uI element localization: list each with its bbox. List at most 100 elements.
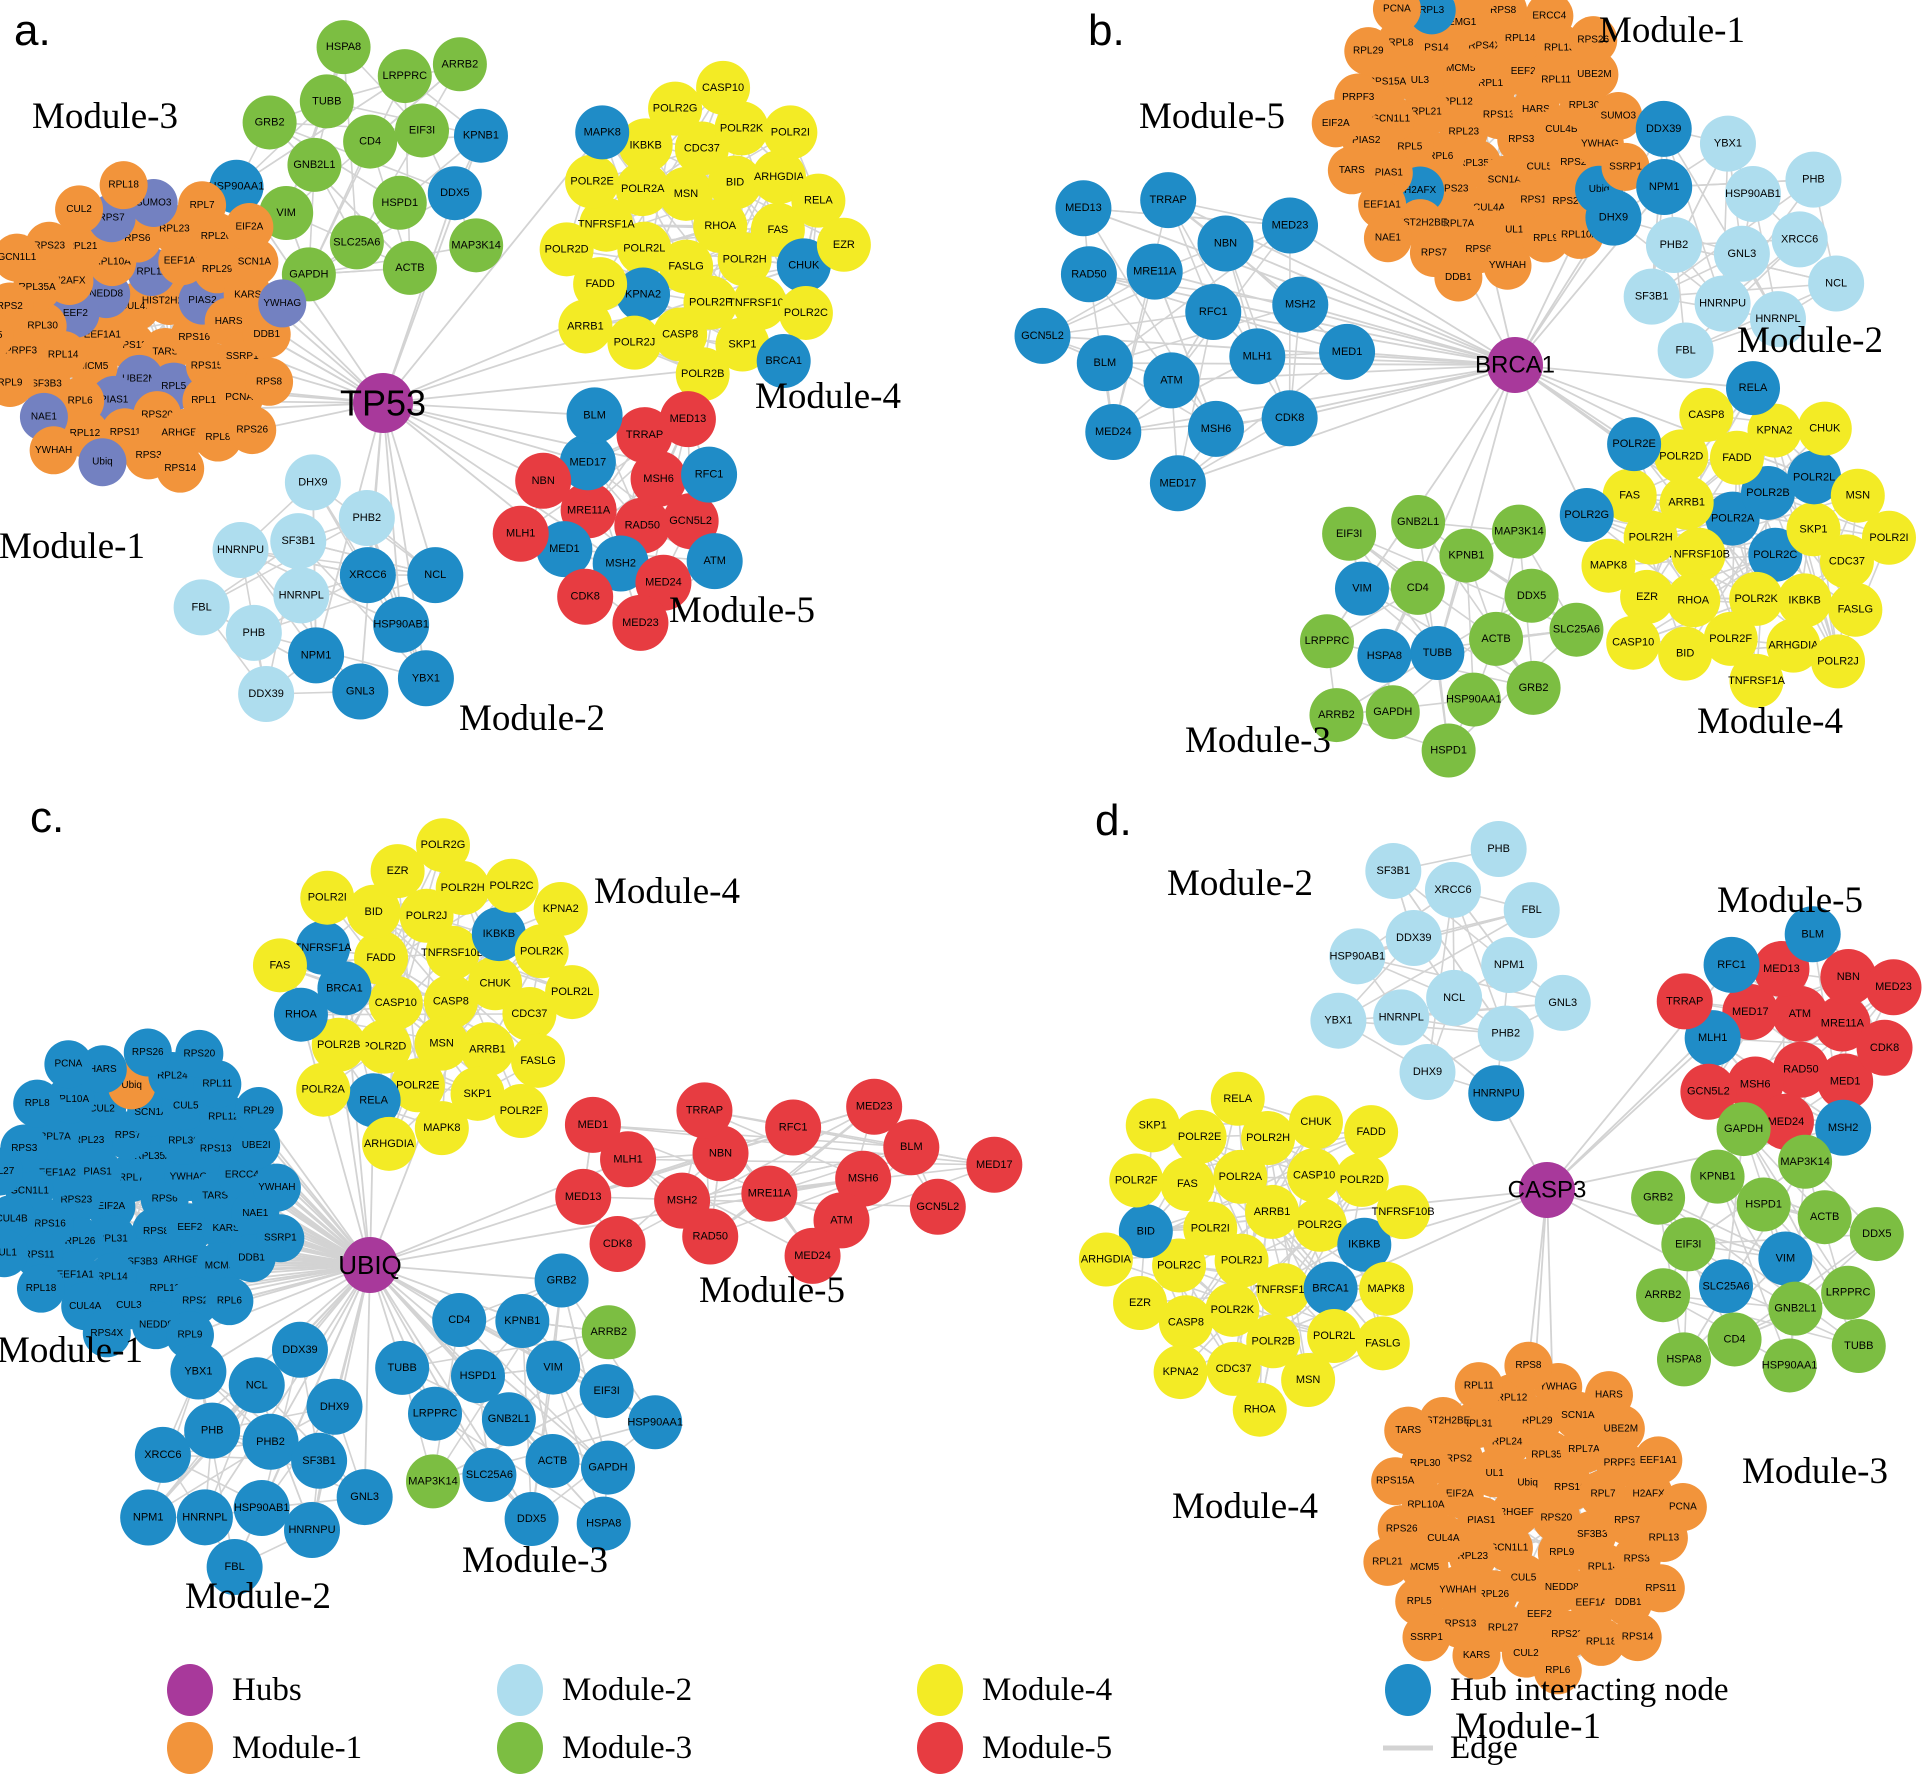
node-circle-RPS14 [156, 444, 205, 493]
node-KPNB1: KPNB1 [453, 108, 508, 163]
node-XRCC6: XRCC6 [1424, 861, 1481, 918]
node-NPM1: NPM1 [120, 1489, 177, 1546]
node-BRCA1: BRCA1 [317, 961, 372, 1016]
node-circle-HNRNPU [1694, 275, 1751, 332]
node-label-RFC1: RFC1 [779, 1121, 808, 1133]
node-circle-BRCA1 [1303, 1261, 1358, 1316]
node-label-RPL30: RPL30 [1410, 1458, 1441, 1469]
node-label-MRE11A: MRE11A [1821, 1017, 1865, 1029]
node-circle-GNL3 [1713, 225, 1770, 282]
node-label-ARHGDIA: ARHGDIA [1081, 1254, 1132, 1266]
node-label-RPS23: RPS23 [1437, 184, 1469, 195]
node-label-CASP10: CASP10 [1612, 637, 1654, 649]
node-circle-KPNA2 [1747, 403, 1802, 458]
node-KPNA2: KPNA2 [1747, 403, 1802, 458]
edge [1042, 311, 1214, 337]
node-circle-EZR [1620, 569, 1675, 624]
legend-label: Module-1 [232, 1730, 362, 1766]
node-circle-GAPDH [1365, 685, 1420, 740]
module-label-module-2: Module-2 [1167, 863, 1313, 904]
node-FADD: FADD [1344, 1105, 1399, 1160]
node-circle-UBE2M [1570, 50, 1619, 99]
legend-swatch-icon [167, 1664, 213, 1716]
node-circle-DDX5 [1849, 1207, 1904, 1262]
node-label-EIF2A: EIF2A [235, 221, 263, 232]
node-label-NCL: NCL [424, 569, 446, 581]
node-XRCC6: XRCC6 [339, 547, 396, 604]
node-label-IKBKB: IKBKB [483, 928, 515, 940]
node-PHB: PHB [1470, 820, 1527, 877]
node-circle-EIF3I [1322, 506, 1377, 561]
node-label-RHOA: RHOA [1244, 1404, 1276, 1416]
node-label-TNFRSF10B: TNFRSF10B [1372, 1206, 1435, 1218]
node-TNFRSF1A: TNFRSF1A [295, 920, 353, 975]
node-label-CD4: CD4 [448, 1314, 470, 1326]
panel-a: CD4 HSPD1 GNB2L1 EIF3I SLC25A6 TUBB DDX5 VIM LRP… [0, 6, 901, 739]
node-label-POLR2E: POLR2E [396, 1079, 439, 1091]
node-label-MED24: MED24 [1095, 426, 1132, 438]
node-RPS8: RPS8 [245, 357, 294, 406]
node-GNB2L1: GNB2L1 [1768, 1281, 1823, 1336]
node-label-DHX9: DHX9 [298, 476, 327, 488]
node-circle-NBN [692, 1125, 749, 1182]
node-circle-HNRNPU [283, 1502, 340, 1559]
node-label-ERCC4: ERCC4 [225, 1169, 259, 1180]
node-RPS8: RPS8 [1504, 1341, 1553, 1390]
node-circle-MSH2 [1815, 1099, 1872, 1156]
node-label-UL1: UL1 [1485, 1468, 1504, 1479]
edge [592, 1124, 912, 1148]
node-RPS2: RPS2 [0, 282, 34, 331]
node-label-PHB2: PHB2 [1660, 239, 1689, 251]
node-HNRNPL: HNRNPL [176, 1489, 233, 1546]
node-label-RPS7: RPS7 [99, 213, 126, 224]
node-SSRP1: SSRP1 [256, 1214, 305, 1263]
panel-b: RFC1 ATM MRE11A MLH1 BLM NBN MSH6 RAD50 MSH2 MED2… [1014, 0, 1916, 778]
node-ATM: ATM [686, 533, 743, 590]
node-CASP8: CASP8 [423, 974, 478, 1029]
node-circle-POLR2G [1559, 487, 1614, 542]
node-circle-PHB2 [242, 1413, 299, 1470]
node-SUMO3: SUMO3 [1594, 92, 1643, 141]
node-label-RPL26: RPL26 [1479, 1589, 1510, 1600]
edge [1742, 1128, 1849, 1294]
node-TNFRSF1A: TNFRSF1A [1255, 1263, 1312, 1318]
node-circle-POLR2K [1729, 571, 1784, 626]
node-label-RPL6: RPL6 [1545, 1665, 1570, 1676]
node-ARRB1: ARRB1 [1659, 475, 1714, 530]
node-label-VIM: VIM [1776, 1252, 1796, 1264]
node-circle-YBX1 [1699, 115, 1756, 172]
node-label-MED13: MED13 [1065, 202, 1102, 214]
node-MED1: MED1 [536, 521, 593, 578]
node-label-SSRP1: SSRP1 [226, 351, 259, 362]
node-RFC1: RFC1 [1703, 936, 1760, 993]
node-label-EIF3I: EIF3I [593, 1385, 619, 1397]
node-circle-RPS26 [1569, 16, 1618, 65]
node-label-POLR2C: POLR2C [1753, 549, 1797, 561]
node-circle-IKBKB [471, 907, 526, 962]
node-label-MSH6: MSH6 [1740, 1078, 1771, 1090]
node-label-TNFRSF1A: TNFRSF1A [295, 942, 353, 954]
node-label-RPS20: RPS20 [141, 410, 173, 421]
node-label-TARS: TARS [152, 346, 178, 357]
node-DDX5: DDX5 [504, 1492, 559, 1547]
node-label-TUBB: TUBB [312, 95, 341, 107]
node-label-PHB: PHB [243, 627, 266, 639]
node-FASLG: FASLG [1828, 582, 1883, 637]
edge [1338, 909, 1533, 1022]
node-circle-RPS11 [1636, 1564, 1685, 1613]
node-circle-MED1 [1319, 323, 1376, 380]
node-label-POLR2G: POLR2G [653, 103, 698, 115]
node-circle-TRRAP [616, 407, 673, 464]
node-label-SF3B1: SF3B1 [1635, 291, 1669, 303]
node-NCL: NCL [1426, 969, 1483, 1026]
panel-letter-c: c. [30, 793, 64, 842]
node-FAS: FAS [1602, 468, 1657, 523]
node-label-RPS20: RPS20 [1540, 1513, 1572, 1524]
node-circle-FAS [1160, 1157, 1215, 1212]
node-circle-POLR2J [1811, 634, 1866, 689]
node-label-TRRAP: TRRAP [1666, 995, 1703, 1007]
edge [1392, 870, 1507, 1035]
node-label-FAS: FAS [767, 224, 788, 236]
node-EIF2A: EIF2A [225, 202, 274, 251]
node-GNB2L1: GNB2L1 [287, 137, 342, 192]
